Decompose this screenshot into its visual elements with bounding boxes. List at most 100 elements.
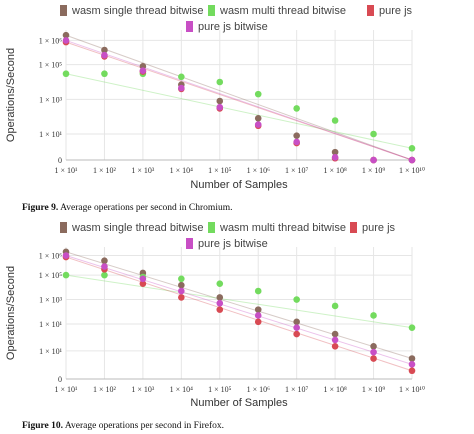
data-point — [331, 154, 339, 161]
y-tick-label: 1 × 10³ — [39, 95, 63, 104]
data-point — [254, 306, 262, 313]
data-point — [178, 275, 185, 283]
data-point — [139, 275, 147, 283]
data-point — [331, 148, 339, 156]
caption-text: Average operations per second in Chromiu… — [60, 203, 233, 213]
y-tick-label: 1 × 10¹ — [39, 320, 63, 329]
x-tick-label: 1 × 10⁵ — [208, 385, 232, 394]
grid — [65, 30, 413, 161]
x-tick-label: 1 × 10⁶ — [247, 166, 271, 175]
data-point — [178, 294, 185, 301]
legend-label: wasm multi thread bitwise — [219, 5, 346, 17]
data-point — [216, 78, 224, 86]
data-point — [331, 336, 339, 344]
caption-text: Average operations per second in Firefox… — [64, 421, 225, 431]
y-tick-label: 0 — [58, 156, 62, 165]
data-point — [254, 312, 262, 319]
data-point — [216, 306, 224, 313]
data-point — [331, 330, 339, 338]
data-point — [101, 257, 108, 265]
x-tick-label: 1 × 10⁷ — [285, 385, 309, 394]
data-point — [216, 103, 224, 111]
data-point — [216, 299, 224, 307]
x-tick-label: 1 × 10⁷ — [285, 166, 309, 175]
y-tick-label: 1 × 10¹ — [39, 347, 63, 356]
chart-chromium: 1 × 10¹ 1 × 10² 1 × 10³ 1 × 10⁴ 1 × 10⁵ 1 × 1… — [5, 5, 425, 191]
data-point — [139, 67, 147, 74]
x-tick-label: 1 × 10⁹ — [362, 385, 386, 394]
legend-label: pure js bitwise — [198, 21, 268, 33]
series-points — [62, 252, 416, 368]
legend-swatch — [208, 222, 215, 233]
x-tick-label: 1 × 10³ — [131, 385, 155, 394]
legend-label: pure js — [379, 5, 413, 17]
data-point — [408, 355, 416, 362]
x-axis-title: Number of Samples — [190, 179, 288, 191]
data-point — [408, 361, 416, 368]
legend-swatch — [208, 5, 215, 16]
figure-9-caption: Figure 9. Average operations per second … — [22, 203, 232, 213]
data-point — [254, 115, 262, 122]
data-point — [293, 296, 300, 303]
y-tick-label: 1 × 10⁶ — [39, 252, 63, 261]
data-point — [62, 70, 70, 78]
x-tick-label: 1 × 10² — [93, 385, 117, 394]
data-point — [254, 287, 262, 295]
data-point — [370, 342, 377, 350]
data-point — [254, 318, 262, 326]
series-points — [62, 253, 416, 375]
legend-label: wasm multi thread bitwise — [219, 222, 346, 234]
legend-label: pure js — [362, 222, 396, 234]
y-tick-label: 0 — [58, 375, 62, 384]
x-tick-label: 1 × 10⁸ — [323, 166, 347, 175]
legend-label: wasm single thread bitwise — [71, 5, 203, 17]
x-tick-label: 1 × 10⁹ — [362, 166, 386, 175]
data-point — [408, 367, 416, 375]
x-tick-label: 1 × 10³ — [131, 166, 155, 175]
y-tick-label: 1 × 10³ — [39, 296, 63, 305]
data-point — [408, 144, 416, 152]
series-points — [62, 37, 416, 164]
data-point — [178, 287, 185, 295]
data-point — [62, 252, 70, 259]
data-point — [178, 84, 185, 92]
x-tick-label: 1 × 10⁶ — [247, 385, 271, 394]
data-point — [331, 302, 339, 310]
legend-swatch — [186, 238, 193, 249]
trendline — [65, 34, 413, 161]
legend-label: wasm single thread bitwise — [71, 222, 203, 234]
chart-firefox: 1 × 10¹ 1 × 10² 1 × 10³ 1 × 10⁴ 1 × 10⁵ 1 × 1… — [5, 222, 425, 409]
data-point — [62, 37, 70, 44]
figure-10-caption: Figure 10. Average operations per second… — [22, 421, 224, 431]
y-tick-label: 1 × 10¹ — [39, 130, 63, 139]
grid — [65, 247, 413, 380]
x-tick-label: 1 × 10⁵ — [208, 166, 232, 175]
series-points — [62, 248, 416, 362]
data-point — [370, 348, 377, 356]
data-point — [101, 46, 108, 54]
x-tick-label: 1 × 10⁴ — [170, 385, 194, 394]
data-point — [293, 330, 300, 338]
trendline — [65, 255, 413, 365]
trendline — [65, 39, 413, 161]
series-points — [62, 271, 416, 331]
data-point — [293, 324, 300, 331]
data-point — [370, 312, 377, 319]
trendline — [65, 41, 413, 161]
trendline — [65, 274, 413, 329]
x-tick-label: 1 × 10¹ — [55, 385, 79, 394]
x-axis-title: Number of Samples — [190, 397, 288, 409]
trendline — [65, 73, 413, 149]
legend-swatch — [350, 222, 357, 233]
data-point — [178, 281, 185, 289]
data-point — [139, 280, 147, 287]
data-point — [370, 130, 377, 138]
data-point — [331, 342, 339, 350]
y-tick-label: 1 × 10⁵ — [39, 271, 63, 280]
trendline — [65, 256, 413, 372]
x-tick-label: 1 × 10⁸ — [323, 385, 347, 394]
y-tick-label: 1 × 10⁶ — [39, 36, 63, 45]
x-tick-label: 1 × 10¹⁰ — [399, 166, 425, 175]
data-point — [62, 271, 70, 279]
data-point — [408, 156, 416, 164]
